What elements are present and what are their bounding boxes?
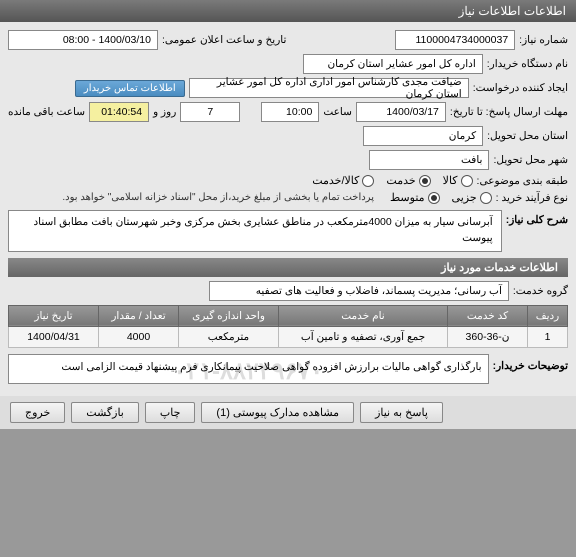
radio-small-icon bbox=[480, 192, 492, 204]
city-field: بافت bbox=[369, 150, 489, 170]
service-group-label: گروه خدمت: bbox=[513, 285, 568, 297]
radio-medium-icon bbox=[428, 192, 440, 204]
time-label: ساعت bbox=[323, 106, 352, 118]
purchase-type-radio-group: جزیی متوسط bbox=[390, 191, 492, 204]
col-name: نام خدمت bbox=[279, 305, 448, 326]
radio-goods-icon bbox=[461, 175, 473, 187]
button-bar: پاسخ به نیاز مشاهده مدارک پیوستی (1) چاپ… bbox=[0, 396, 576, 429]
payment-note: پرداخت تمام یا بخشی از مبلغ خرید،از محل … bbox=[62, 192, 374, 203]
print-button[interactable]: چاپ bbox=[145, 402, 196, 423]
row-request-no: شماره نیاز: 1100004734000037 تاریخ و ساع… bbox=[8, 30, 568, 50]
radio-service[interactable]: خدمت bbox=[386, 174, 430, 187]
table-header-row: ردیف کد خدمت نام خدمت واحد اندازه گیری ت… bbox=[9, 305, 568, 326]
back-button[interactable]: بازگشت bbox=[71, 402, 139, 423]
buyer-notes-label: توضیحات خریدار: bbox=[493, 354, 568, 372]
row-purchase-type: نوع فرآیند خرید : جزیی متوسط پرداخت تمام… bbox=[8, 191, 568, 204]
countdown-field: 01:40:54 bbox=[89, 102, 149, 122]
row-buyer-notes: توضیحات خریدار: ۰۲۱-۸۸۲۴۹۶۷۰ بارگذاری گو… bbox=[8, 354, 568, 384]
main-window: اطلاعات اطلاعات نیاز شماره نیاز: 1100004… bbox=[0, 0, 576, 429]
radio-goods-service-icon bbox=[362, 175, 374, 187]
row-creator: ایجاد کننده درخواست: ضیافت مجدی کارشناس … bbox=[8, 78, 568, 98]
radio-service-label: خدمت bbox=[386, 174, 415, 187]
col-date: تاریخ نیاز bbox=[9, 305, 99, 326]
col-qty: تعداد / مقدار bbox=[99, 305, 179, 326]
row-deadline: مهلت ارسال پاسخ: تا تاریخ: 1400/03/17 سا… bbox=[8, 102, 568, 122]
days-label: روز و bbox=[153, 106, 176, 118]
org-field: اداره کل امور عشایر استان کرمان bbox=[303, 54, 483, 74]
radio-goods-service[interactable]: کالا/خدمت bbox=[312, 174, 374, 187]
window-title: اطلاعات اطلاعات نیاز bbox=[459, 4, 566, 18]
col-row: ردیف bbox=[528, 305, 568, 326]
city-label: شهر محل تحویل: bbox=[493, 154, 568, 166]
row-city: شهر محل تحویل: بافت bbox=[8, 150, 568, 170]
category-radio-group: کالا خدمت کالا/خدمت bbox=[312, 174, 472, 187]
radio-service-icon bbox=[419, 175, 431, 187]
row-province: استان محل تحویل: کرمان bbox=[8, 126, 568, 146]
radio-medium-label: متوسط bbox=[390, 191, 425, 204]
table-cell-code: ن-36-360 bbox=[448, 326, 528, 347]
radio-small-label: جزیی bbox=[452, 191, 477, 204]
summary-box: آبرسانی سیار به میزان 4000مترمکعب در منا… bbox=[8, 210, 502, 252]
deadline-label: مهلت ارسال پاسخ: تا تاریخ: bbox=[450, 106, 568, 118]
radio-small[interactable]: جزیی bbox=[452, 191, 492, 204]
row-org: نام دستگاه خریدار: اداره کل امور عشایر ا… bbox=[8, 54, 568, 74]
remaining-label: ساعت باقی مانده bbox=[8, 106, 85, 118]
table-cell-qty: 4000 bbox=[99, 326, 179, 347]
contact-info-button[interactable]: اطلاعات تماس خریدار bbox=[75, 80, 185, 97]
days-field: 7 bbox=[180, 102, 240, 122]
province-field: کرمان bbox=[363, 126, 483, 146]
table-cell-name: جمع آوری، تصفیه و تامین آب bbox=[279, 326, 448, 347]
buyer-notes-box: ۰۲۱-۸۸۲۴۹۶۷۰ بارگذاری گواهی مالیات برارز… bbox=[8, 354, 489, 384]
deadline-date-field: 1400/03/17 bbox=[356, 102, 446, 122]
radio-goods-service-label: کالا/خدمت bbox=[312, 174, 359, 187]
deadline-time-field: 10:00 bbox=[261, 102, 319, 122]
table-cell-date: 1400/04/31 bbox=[9, 326, 99, 347]
services-table: ردیف کد خدمت نام خدمت واحد اندازه گیری ت… bbox=[8, 305, 568, 348]
exit-button[interactable]: خروج bbox=[10, 402, 65, 423]
purchase-type-label: نوع فرآیند خرید : bbox=[496, 192, 568, 204]
request-no-label: شماره نیاز: bbox=[519, 34, 568, 46]
col-code: کد خدمت bbox=[448, 305, 528, 326]
row-summary: شرح کلی نیاز: آبرسانی سیار به میزان 4000… bbox=[8, 210, 568, 252]
announce-field: 1400/03/10 - 08:00 bbox=[8, 30, 158, 50]
buyer-notes-text: بارگذاری گواهی مالیات برارزش افزوده گواه… bbox=[15, 361, 482, 373]
titlebar: اطلاعات اطلاعات نیاز bbox=[0, 0, 576, 22]
row-service-group: گروه خدمت: آب رسانی؛ مدیریت پسماند، فاضل… bbox=[8, 281, 568, 301]
table-row[interactable]: 1ن-36-360جمع آوری، تصفیه و تامین آبمترمک… bbox=[9, 326, 568, 347]
services-header: اطلاعات خدمات مورد نیاز bbox=[8, 258, 568, 277]
table-cell-row: 1 bbox=[528, 326, 568, 347]
creator-field: ضیافت مجدی کارشناس امور اداری اداره کل ا… bbox=[189, 78, 469, 98]
attachments-button[interactable]: مشاهده مدارک پیوستی (1) bbox=[201, 402, 354, 423]
province-label: استان محل تحویل: bbox=[487, 130, 568, 142]
org-label: نام دستگاه خریدار: bbox=[487, 58, 568, 70]
radio-medium[interactable]: متوسط bbox=[390, 191, 440, 204]
content-area: شماره نیاز: 1100004734000037 تاریخ و ساع… bbox=[0, 22, 576, 396]
radio-goods[interactable]: کالا bbox=[443, 174, 473, 187]
radio-goods-label: کالا bbox=[443, 174, 458, 187]
summary-header: شرح کلی نیاز: bbox=[506, 210, 568, 226]
col-unit: واحد اندازه گیری bbox=[179, 305, 279, 326]
request-no-field: 1100004734000037 bbox=[395, 30, 515, 50]
creator-label: ایجاد کننده درخواست: bbox=[473, 82, 568, 94]
table-cell-unit: مترمکعب bbox=[179, 326, 279, 347]
category-label: طبقه بندی موضوعی: bbox=[477, 175, 568, 187]
announce-label: تاریخ و ساعت اعلان عمومی: bbox=[162, 34, 286, 46]
service-group-field: آب رسانی؛ مدیریت پسماند، فاضلاب و فعالیت… bbox=[209, 281, 509, 301]
row-category: طبقه بندی موضوعی: کالا خدمت کالا/خدمت bbox=[8, 174, 568, 187]
respond-button[interactable]: پاسخ به نیاز bbox=[360, 402, 443, 423]
